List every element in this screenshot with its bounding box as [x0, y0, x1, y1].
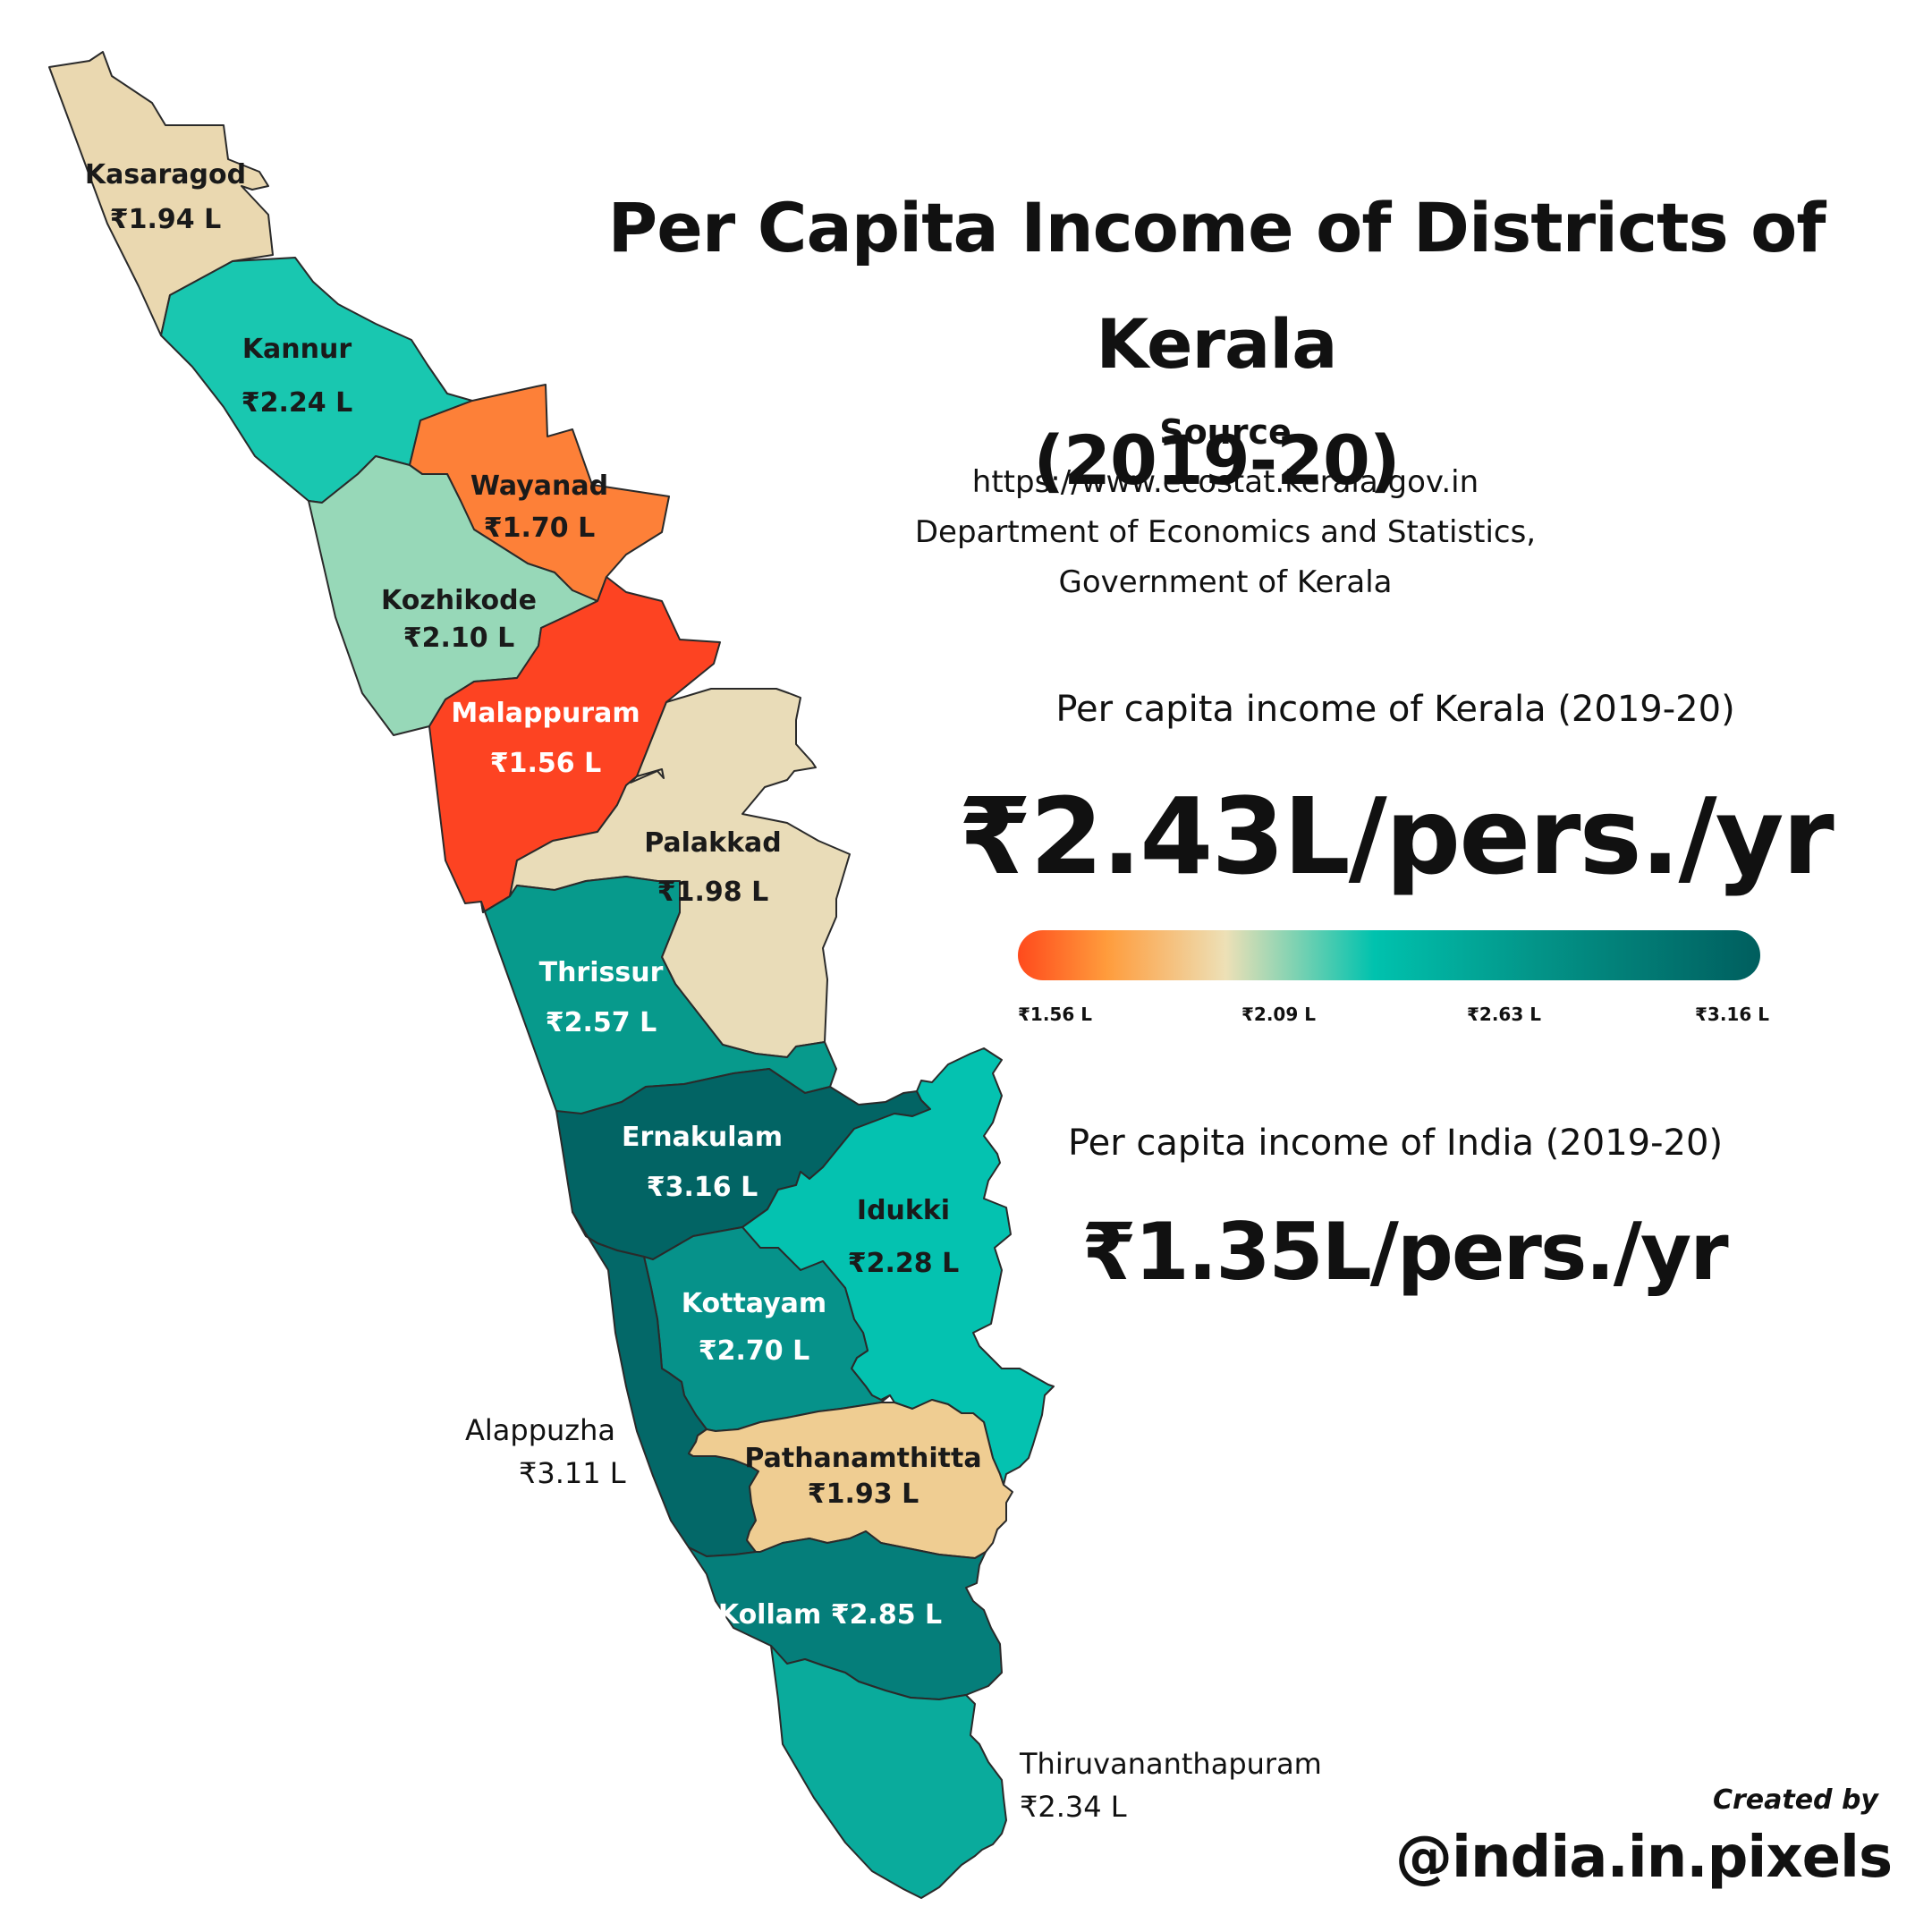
label-kozhikode-value: ₹2.10 L — [403, 623, 514, 654]
label-alappuzha-value: ₹3.11 L — [519, 1456, 626, 1490]
label-malappuram-name: Malappuram — [451, 698, 640, 729]
label-alappuzha-name: Alappuzha — [465, 1413, 615, 1447]
india-income-value: ₹1.35L/pers./yr — [1081, 1206, 1728, 1298]
title-line-2: (2019-20) — [1033, 420, 1400, 500]
label-ernakulam-value: ₹3.16 L — [647, 1172, 758, 1203]
label-ernakulam-name: Ernakulam — [622, 1122, 783, 1153]
district-labels: Kasaragod ₹1.94 L Kannur ₹2.24 L Wayanad ₹1.7… — [85, 159, 982, 1631]
label-thrissur-name: Thrissur — [539, 957, 664, 988]
label-palakkad-name: Palakkad — [644, 827, 782, 859]
scale-tick-2: ₹2.09 L — [1241, 1004, 1316, 1025]
kerala-income-label: Per capita income of Kerala (2019-20) — [1055, 689, 1735, 730]
label-kozhikode-name: Kozhikode — [381, 585, 537, 616]
credit-handle[interactable]: @india.in.pixels — [1395, 1825, 1893, 1891]
label-pathanamthitta-value: ₹1.93 L — [808, 1479, 919, 1510]
district-thiruvananthapuram[interactable] — [770, 1645, 1007, 1899]
scale-tick-max: ₹3.16 L — [1695, 1004, 1769, 1025]
label-kottayam-value: ₹2.70 L — [699, 1335, 809, 1367]
label-thrissur-value: ₹2.57 L — [546, 1007, 657, 1038]
label-thiruvananthapuram-name: Thiruvananthapuram — [1020, 1747, 1322, 1781]
page-title: Per Capita Income of Districts of Kerala… — [555, 170, 1878, 519]
kerala-income-value: ₹2.43L/pers./yr — [958, 775, 1835, 898]
label-palakkad-value: ₹1.98 L — [657, 877, 768, 908]
label-kasaragod-name: Kasaragod — [85, 159, 246, 191]
label-pathanamthitta-name: Pathanamthitta — [744, 1443, 981, 1474]
label-thiruvananthapuram: Thiruvananthapuram ₹2.34 L — [1020, 1742, 1322, 1828]
source-heading: Source — [1159, 412, 1292, 452]
source-org-line-1: Department of Economics and Statistics, — [914, 514, 1537, 550]
india-income-label: Per capita income of India (2019-20) — [1067, 1123, 1724, 1164]
label-kasaragod-value: ₹1.94 L — [110, 204, 221, 235]
label-thiruvananthapuram-value: ₹2.34 L — [1020, 1790, 1127, 1824]
color-scale-bar — [1018, 930, 1760, 980]
label-wayanad-value: ₹1.70 L — [484, 513, 595, 544]
scale-tick-3: ₹2.63 L — [1467, 1004, 1541, 1025]
label-kannur-name: Kannur — [242, 334, 352, 365]
label-wayanad-name: Wayanad — [470, 470, 608, 502]
label-idukki-name: Idukki — [857, 1195, 950, 1226]
source-url[interactable]: https://www.ecostat.kerala.gov.in — [971, 464, 1479, 500]
label-kollam: Kollam ₹2.85 L — [718, 1599, 942, 1631]
label-kannur-value: ₹2.24 L — [242, 387, 352, 419]
label-malappuram-value: ₹1.56 L — [490, 748, 601, 779]
scale-tick-min: ₹1.56 L — [1018, 1004, 1092, 1025]
label-alappuzha: Alappuzha ₹3.11 L — [465, 1409, 626, 1495]
label-idukki-value: ₹2.28 L — [848, 1248, 959, 1279]
title-line-1: Per Capita Income of Districts of Kerala — [607, 188, 1826, 384]
label-kottayam-name: Kottayam — [682, 1288, 826, 1319]
credit-created-by: Created by — [1712, 1784, 1878, 1816]
source-block: Source https://www.ecostat.kerala.gov.in… — [903, 407, 1547, 607]
source-org-line-2: Government of Kerala — [1058, 564, 1393, 600]
